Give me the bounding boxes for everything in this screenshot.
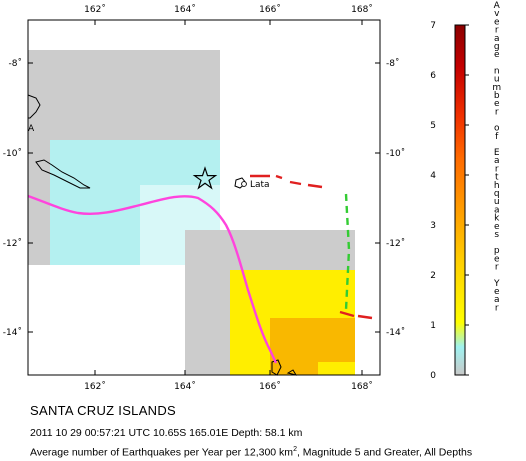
colorbar-title-letter: o — [494, 124, 500, 134]
colorbar-title-letter: r — [495, 107, 499, 117]
lon-tick-label: 164˚ — [174, 4, 196, 15]
colorbar-title-letter: r — [495, 26, 499, 36]
lat-tick-label: -10˚ — [386, 148, 405, 159]
colorbar-title-letter: s — [494, 230, 499, 240]
lat-tick-label: -8˚ — [386, 58, 399, 69]
colorbar-title-letter: Y — [493, 279, 500, 289]
trench-line — [344, 193, 351, 311]
lon-tick-label: 168˚ — [351, 4, 373, 15]
colorbar-title-letter: p — [494, 246, 500, 256]
colorbar-title-letter: h — [494, 181, 500, 191]
town-label: Lata — [250, 180, 270, 190]
lon-tick-label: 162˚ — [84, 381, 106, 392]
colorbar-title-letter: e — [494, 99, 500, 109]
map-panel: Lata A 162˚ 162˚ 164˚ 164˚ 166˚ 166˚ 168˚ 168˚ -… — [3, 4, 405, 392]
colorbar-tick-label: 6 — [430, 71, 436, 81]
colorbar-title-letter: t — [495, 173, 499, 183]
island-outline — [27, 94, 41, 119]
colorbar-title-letter: a — [494, 34, 500, 44]
colorbar-axis: 0 1 2 3 4 5 6 7 — [430, 21, 469, 381]
unit-superscript: 2 — [293, 446, 297, 453]
lat-tick-label: -14˚ — [3, 327, 22, 338]
colorbar-tick-label: 2 — [430, 271, 436, 281]
colorbar-title-letter: a — [494, 295, 500, 305]
colorbar-title-letter: r — [495, 303, 499, 313]
lon-tick-label: 166˚ — [259, 381, 281, 392]
lat-tick-label: -8˚ — [9, 58, 22, 69]
colorbar-gradient — [454, 24, 466, 376]
island-outline — [35, 159, 91, 189]
colorbar-title-letter: r — [495, 263, 499, 273]
colorbar-title-letter: n — [494, 66, 500, 76]
colorbar-title-letter: a — [494, 156, 500, 166]
map-axes: 162˚ 162˚ 164˚ 164˚ 166˚ 166˚ 168˚ 168˚ -8˚ -8˚ -1… — [3, 4, 405, 392]
lon-tick-label: 166˚ — [259, 4, 281, 15]
lat-tick-label: -12˚ — [386, 238, 405, 249]
lat-tick-label: -10˚ — [3, 148, 22, 159]
colorbar-tick-label: 7 — [430, 21, 436, 31]
colorbar-title-letter: f — [495, 132, 499, 142]
colorbar-title-letter: E — [494, 148, 500, 158]
colorbar-title-letter: A — [494, 1, 501, 11]
colorbar-title-letter: b — [494, 91, 500, 101]
event-info: 2011 10 29 00:57:21 UTC 10.65S 165.01E D… — [30, 427, 303, 439]
colorbar-title-letter: r — [495, 164, 499, 174]
edge-label: A — [28, 124, 35, 134]
colorbar-title-letter: u — [494, 197, 500, 207]
colorbar-title-letter: m — [492, 83, 501, 93]
colorbar-tick-label: 0 — [430, 371, 436, 381]
lon-tick-label: 168˚ — [351, 381, 373, 392]
average-text: Average number of Earthquakes per Year p… — [30, 446, 294, 459]
map-frame — [27, 19, 381, 376]
colorbar-title-letter: q — [494, 189, 500, 199]
colorbar-title-letter: e — [494, 50, 500, 60]
colorbar-tick-label: 3 — [430, 221, 436, 231]
fault-track — [27, 194, 278, 364]
star-icon — [192, 166, 218, 190]
colorbar-title-letter: e — [494, 254, 500, 264]
colorbar-tick-label: 4 — [430, 171, 436, 181]
colorbar-title-letter: u — [494, 75, 500, 85]
colorbar-tick-label: 1 — [430, 321, 436, 331]
colorbar-title-letter: g — [494, 42, 500, 52]
average-info: Average number of Earthquakes per Year p… — [30, 446, 472, 459]
colorbar-tick-label: 5 — [430, 121, 436, 131]
coastline — [27, 94, 298, 376]
town-marker — [241, 181, 247, 187]
lat-tick-label: -14˚ — [386, 327, 405, 338]
lon-tick-label: 162˚ — [84, 4, 106, 15]
colorbar-title-letter: e — [494, 17, 500, 27]
colorbar-title-letter: e — [494, 222, 500, 232]
colorbar-title-letter: a — [494, 205, 500, 215]
lat-tick-label: -12˚ — [3, 238, 22, 249]
lon-tick-label: 164˚ — [174, 381, 196, 392]
region-title: SANTA CRUZ ISLANDS — [30, 403, 177, 418]
average-suffix: , Magnitude 5 and Greater, All Depths — [296, 446, 473, 459]
island-outline — [271, 359, 282, 376]
colorbar-title-letter: v — [494, 9, 500, 19]
grid-cell — [318, 362, 355, 375]
island-outline — [286, 369, 298, 376]
plate-boundary — [250, 174, 373, 320]
seismicity-grid — [28, 50, 355, 375]
colorbar-title-letter: e — [494, 287, 500, 297]
colorbar-title-letter: k — [494, 214, 500, 224]
